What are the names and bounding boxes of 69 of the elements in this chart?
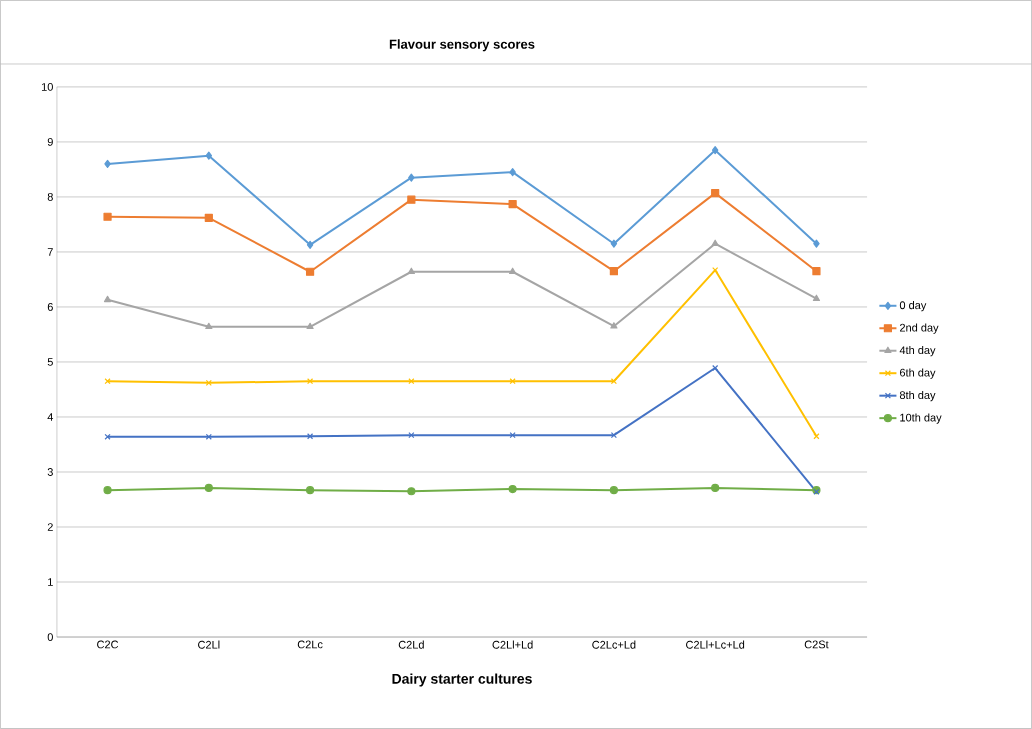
legend-label: 8th day	[899, 390, 936, 402]
point	[610, 378, 617, 385]
point	[508, 267, 517, 275]
y-tick-label: 5	[47, 358, 53, 366]
point	[104, 159, 111, 169]
point	[609, 486, 618, 495]
point	[813, 239, 820, 248]
point	[306, 322, 314, 330]
y-tick-label: 8	[47, 193, 53, 201]
point	[104, 378, 111, 385]
point	[103, 295, 112, 303]
point	[408, 173, 415, 182]
point	[204, 213, 213, 222]
point	[509, 168, 516, 177]
point	[610, 239, 618, 248]
point	[205, 151, 213, 160]
point	[812, 267, 821, 276]
y-tick-label: 3	[47, 468, 53, 476]
x-tick-label: C2Lc+Ld	[592, 640, 636, 649]
x-tick-label: C2St	[804, 640, 829, 649]
y-tick-label: 9	[47, 138, 53, 146]
point	[509, 378, 516, 385]
point	[508, 200, 517, 209]
point	[509, 432, 516, 439]
point	[408, 378, 415, 385]
y-tick-label: 1	[48, 578, 53, 586]
y-tick-label: 4	[47, 413, 54, 421]
y-tick-label: 0	[47, 633, 53, 641]
point	[712, 364, 719, 372]
legend-label: 10th day	[900, 413, 942, 424]
point	[407, 267, 415, 275]
point	[813, 433, 820, 440]
x-tick-label: C2Lc	[297, 640, 323, 649]
point	[307, 433, 314, 440]
point	[610, 322, 618, 329]
point	[103, 212, 112, 221]
point	[711, 146, 719, 155]
x-tick-label: C2Ll+Ld	[492, 640, 533, 649]
x-tick-label: C2Ld	[398, 640, 424, 649]
x-tick-label: C2Ll+Lc+Ld	[686, 640, 745, 649]
x-tick-label: C2Ll	[198, 640, 220, 649]
point	[305, 486, 315, 495]
point	[408, 432, 415, 439]
point	[205, 322, 213, 330]
legend-label: 6th day	[900, 368, 936, 379]
y-tick-label: 2	[47, 523, 53, 531]
point	[307, 378, 314, 385]
point	[204, 483, 213, 493]
point	[609, 267, 618, 276]
point	[305, 267, 315, 276]
point	[711, 239, 719, 247]
point	[711, 189, 720, 198]
point	[407, 487, 416, 496]
point	[407, 195, 416, 204]
point	[104, 433, 111, 440]
point	[812, 294, 821, 302]
x-axis-title: Dairy starter cultures	[392, 673, 532, 687]
point	[103, 486, 112, 495]
y-tick-label: 7	[47, 248, 53, 256]
point	[711, 483, 720, 493]
y-tick-label: 10	[41, 83, 53, 91]
x-tick-label: C2C	[97, 640, 119, 649]
legend-label: 4th day	[899, 346, 936, 357]
y-tick-label: 6	[47, 303, 53, 311]
point	[306, 240, 314, 249]
point	[508, 484, 517, 494]
chart-title: Flavour sensory scores	[389, 39, 535, 52]
legend-label: 2nd day	[899, 323, 939, 334]
legend-label: 0 day	[899, 301, 927, 312]
